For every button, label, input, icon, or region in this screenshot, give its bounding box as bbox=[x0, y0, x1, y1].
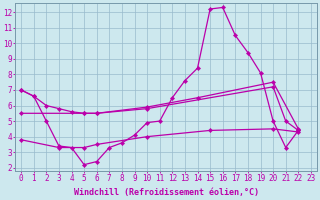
X-axis label: Windchill (Refroidissement éolien,°C): Windchill (Refroidissement éolien,°C) bbox=[74, 188, 259, 197]
